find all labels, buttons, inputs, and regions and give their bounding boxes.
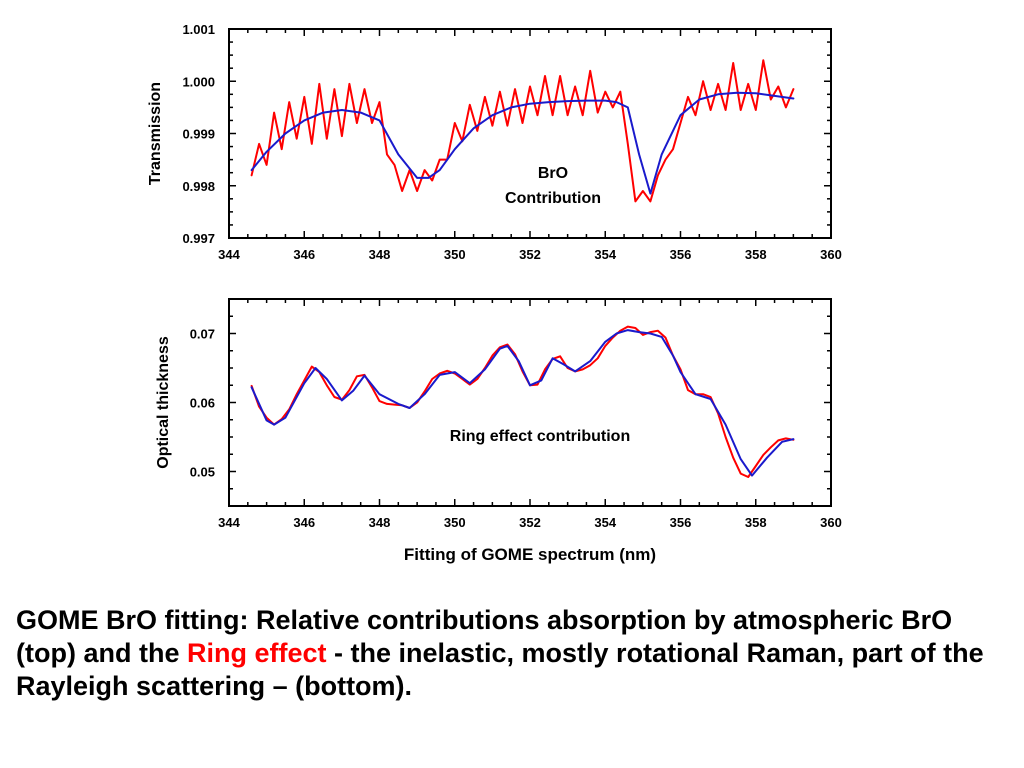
- x-tick-label: 358: [745, 247, 767, 262]
- slide-caption: GOME BrO fitting: Relative contributions…: [16, 604, 1006, 703]
- y-axis-label: Optical thickness: [155, 336, 172, 469]
- x-tick-label: 350: [444, 515, 466, 530]
- caption-text-after: - the inelastic, mostly rotational Raman…: [16, 638, 984, 701]
- x-tick-label: 344: [218, 515, 240, 530]
- fitted-series-line: [250, 91, 795, 195]
- x-tick-label: 352: [519, 515, 541, 530]
- caption-ring-effect-highlight: Ring effect: [186, 638, 327, 668]
- x-tick-label: 360: [820, 515, 842, 530]
- y-tick-label: 0.997: [182, 231, 215, 246]
- x-tick-label: 346: [293, 247, 315, 262]
- y-tick-label: 0.999: [182, 127, 215, 142]
- y-tick-label: 0.05: [190, 465, 215, 480]
- y-axis-label: Transmission: [147, 82, 164, 185]
- ring-effect-panel: 344 346 348 350 352 354 356 358 360 0.05 0.06 0.07 O…: [155, 298, 842, 530]
- gome-fitting-figure: 344 346 348 350 352 354 356 358 360 0.997 0.998 0.9…: [147, 22, 842, 564]
- bro-transmission-panel: 344 346 348 350 352 354 356 358 360 0.997 0.998 0.9…: [147, 22, 842, 262]
- x-tick-label: 360: [820, 247, 842, 262]
- x-tick-label: 356: [670, 515, 692, 530]
- x-tick-label: 354: [594, 515, 616, 530]
- y-tick-label: 1.001: [182, 22, 215, 37]
- y-tick-label: 0.07: [190, 327, 215, 342]
- shared-x-axis-label: Fitting of GOME spectrum (nm): [404, 545, 656, 564]
- x-tick-label: 346: [293, 515, 315, 530]
- x-tick-label: 354: [594, 247, 616, 262]
- x-tick-label: 350: [444, 247, 466, 262]
- caption-text-before: GOME BrO fitting: Relative contributions…: [16, 605, 953, 668]
- x-tick-label: 348: [369, 247, 391, 262]
- x-tick-label: 348: [369, 515, 391, 530]
- chart-annotation: Ring effect contribution: [450, 428, 630, 445]
- x-tick-label: 352: [519, 247, 541, 262]
- y-tick-label: 1.000: [182, 74, 215, 89]
- x-tick-label: 356: [670, 247, 692, 262]
- y-tick-label: 0.06: [190, 396, 215, 411]
- plot-frame: [228, 298, 832, 507]
- fitted-series-line: [250, 329, 795, 477]
- x-tick-label: 358: [745, 515, 767, 530]
- y-tick-label: 0.998: [182, 179, 215, 194]
- chart-annotation: Contribution: [505, 190, 601, 207]
- observed-series-line: [250, 59, 795, 203]
- x-tick-label: 344: [218, 247, 240, 262]
- chart-annotation: BrO: [538, 165, 568, 182]
